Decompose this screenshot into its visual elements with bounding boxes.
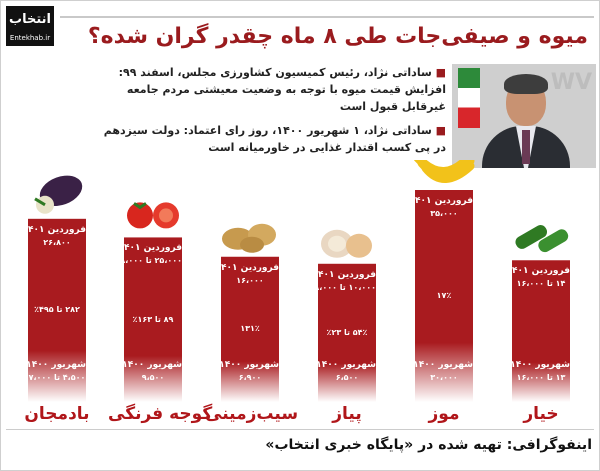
bar-5-april-value: ۲۶،۸۰۰ <box>43 237 71 247</box>
bar-5-percent: ۲۸۲ تا ۴۹۵٪ <box>34 305 80 315</box>
bar-5 <box>28 218 86 402</box>
bar-1-april-label: فروردین ۱۴۰۱ <box>415 196 473 206</box>
bar-5-sept-label: شهریور ۱۴۰۰ <box>28 360 86 370</box>
bar-3-sept-value: ۶،۹۰۰ <box>238 373 262 382</box>
bar-2-sept-label: شهریور ۱۴۰۰ <box>318 360 376 370</box>
bar-4-sept-label: شهریور ۱۴۰۰ <box>124 360 182 370</box>
bar-3 <box>221 256 279 402</box>
bar-0-sept-label: شهریور ۱۴۰۰ <box>512 360 570 370</box>
quote-bullet-2: ■ <box>431 124 446 137</box>
quote-bullet-1: ■ <box>431 66 446 79</box>
official-portrait: WV <box>452 64 596 168</box>
bar-0-sept-value: ۱۳ تا ۱۶،۰۰۰ <box>516 373 566 382</box>
banana-icon <box>413 160 475 183</box>
title-bar: میوه و صیفی‌جات طی ۸ ماه چقدر گران شده؟ <box>60 16 594 58</box>
category-label-4: گوجه فرنگی <box>108 404 213 424</box>
bar-2-sept-value: ۶،۵۰۰ <box>335 373 359 382</box>
bar-0-april-value: ۱۴ تا ۱۶،۰۰۰ <box>516 279 566 289</box>
bar-4-april-value: ۲۵،۰۰۰ تا ۱۸،۰۰۰ <box>124 256 182 266</box>
bar-1-sept-value: ۳۰،۰۰۰ <box>430 373 458 382</box>
tomato-icon <box>127 202 179 229</box>
page-title: میوه و صیفی‌جات طی ۸ ماه چقدر گران شده؟ <box>87 24 588 49</box>
bar-0 <box>512 260 570 402</box>
bar-2-april-label: فروردین ۱۴۰۱ <box>318 269 376 280</box>
portrait-hair <box>504 74 548 94</box>
iran-flag <box>458 68 480 128</box>
bar-2 <box>318 263 376 402</box>
bar-4-april-label: فروردین ۱۴۰۱ <box>124 243 182 254</box>
category-label-2: پیاز <box>332 404 362 424</box>
cucumber-icon <box>515 225 569 253</box>
quote-1-text: ساداتی نژاد، رئیس کمیسیون کشاورزی مجلس، … <box>118 66 446 113</box>
quote-1: ■ ساداتی نژاد، رئیس کمیسیون کشاورزی مجلس… <box>90 64 446 115</box>
bar-3-april-label: فروردین ۱۴۰۱ <box>221 262 279 273</box>
eggplant-icon <box>34 175 83 214</box>
bar-4 <box>124 237 182 402</box>
logo-site-text: Entekhab.ir <box>9 34 51 42</box>
bar-3-sept-label: شهریور ۱۴۰۰ <box>221 360 279 370</box>
quote-2-text: ساداتی نژاد، ۱ شهریور ۱۴۰۰، روز رای اعتم… <box>103 124 446 154</box>
quote-box: ■ ساداتی نژاد، رئیس کمیسیون کشاورزی مجلس… <box>90 64 446 172</box>
category-label-0: خیار <box>523 404 559 424</box>
portrait-wall-text: WV <box>550 70 592 95</box>
bar-2-april-value: ۱۰،۰۰۰ تا ۶۸،۰۰۰ <box>318 282 376 292</box>
bar-5-sept-value: ۴،۵۰۰ تا ۷،۰۰۰ <box>28 373 86 382</box>
potato-icon <box>222 223 276 253</box>
price-chart <box>28 160 570 402</box>
logo-mark: انتخاب <box>9 12 51 27</box>
bar-1-april-value: ۳۵،۰۰۰ <box>430 209 458 218</box>
bar-1 <box>415 190 473 402</box>
bar-5-april-label: فروردین ۱۴۰۱ <box>28 224 86 235</box>
bar-4-percent: ۸۹ تا ۱۶۳٪ <box>132 314 174 324</box>
quote-2: ■ ساداتی نژاد، ۱ شهریور ۱۴۰۰، روز رای اع… <box>90 122 446 156</box>
category-label-5: بادمجان <box>24 404 90 424</box>
site-logo[interactable]: انتخاب Entekhab.ir <box>6 6 54 46</box>
bar-2-percent: ۵۴٪ تا ۲۳٪ <box>326 327 368 337</box>
bar-4-sept-value: ۹،۵۰۰ <box>141 373 165 382</box>
bar-1-percent: ۱۷٪ <box>436 291 452 300</box>
onion-icon <box>321 229 372 258</box>
bar-3-percent: ۱۳۱٪ <box>240 324 260 334</box>
category-label-1: موز <box>428 404 460 424</box>
category-label-3: سیب‌زمینی <box>205 404 299 424</box>
bar-0-april-label: فروردین ۱۴۰۱ <box>512 266 570 277</box>
footer-credit: اینفوگرافی: تهیه شده در «پایگاه خبری انت… <box>265 437 592 453</box>
portrait-tie <box>522 130 530 164</box>
bar-3-april-value: ۱۶،۰۰۰ <box>236 275 264 285</box>
bar-1-sept-label: شهریور ۱۴۰۰ <box>415 360 473 370</box>
footer-divider <box>6 429 594 430</box>
